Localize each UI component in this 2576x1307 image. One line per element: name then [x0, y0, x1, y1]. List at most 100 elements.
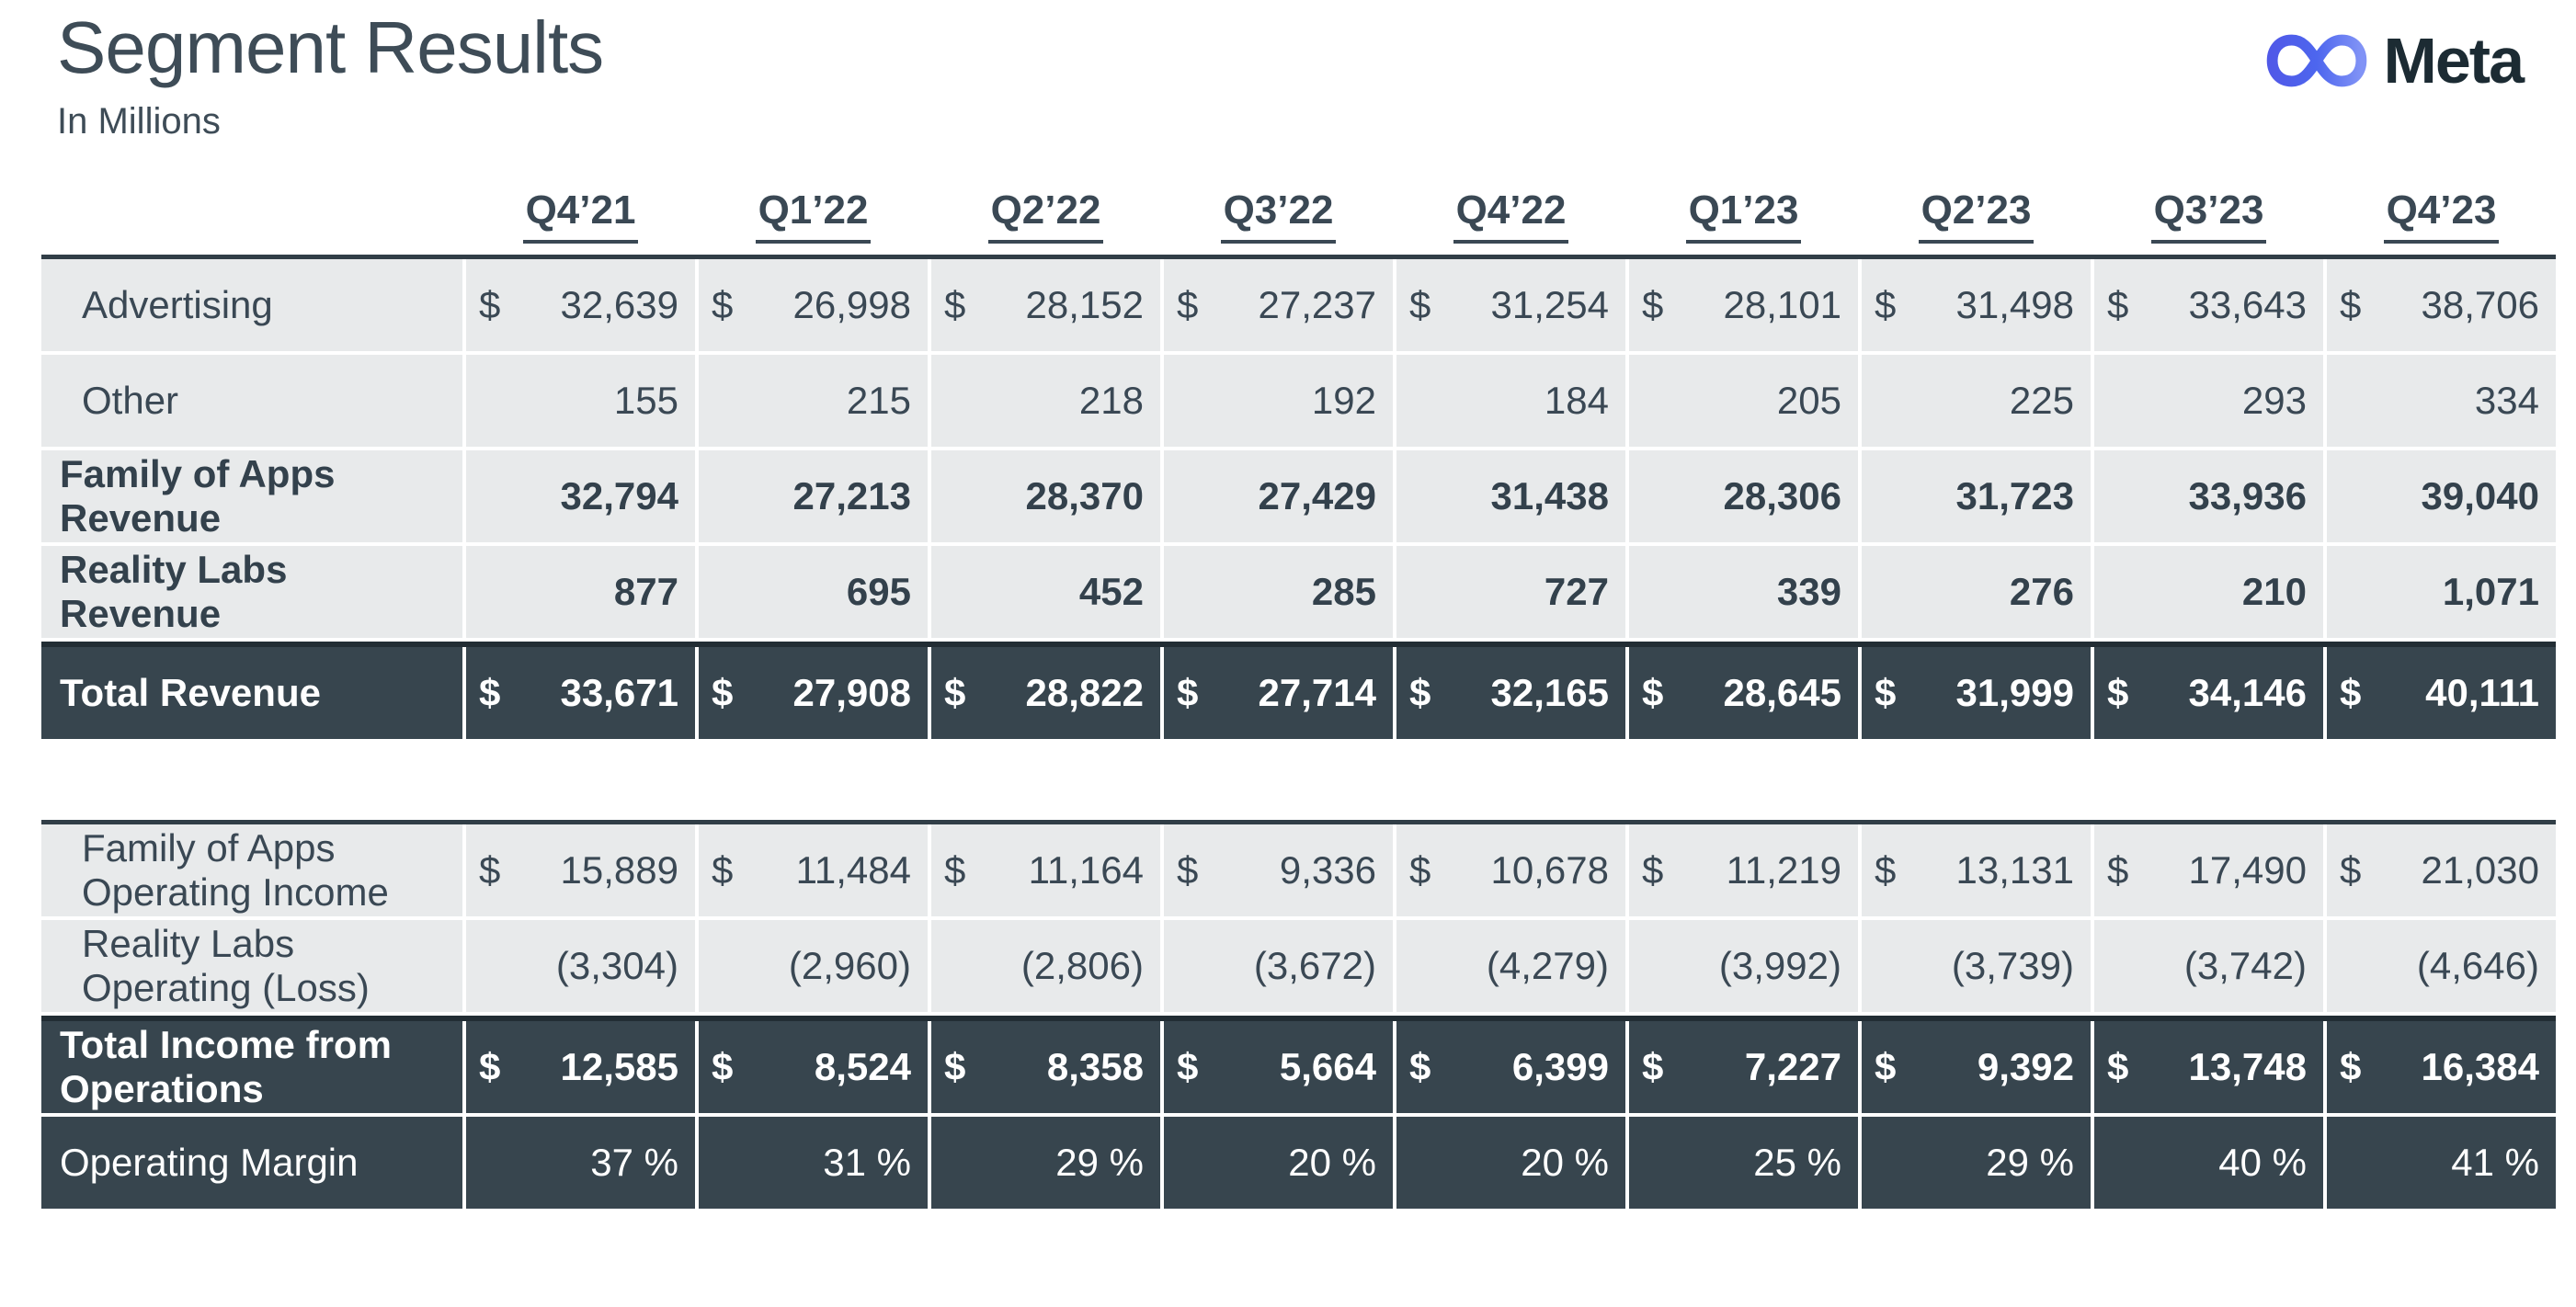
dollar-sign: $: [1875, 670, 1897, 714]
segment-results-sheet: Q4’21 Q1’22 Q2’22 Q3’22 Q4’22 Q1’23 Q2’23 Q3’23…: [41, 188, 2556, 1209]
cell-value: 8,524: [814, 1044, 911, 1088]
value-cell: 334: [2327, 355, 2556, 447]
row-label: Reality Labs Operating (Loss): [41, 920, 462, 1012]
dollar-sign: $: [1875, 1044, 1897, 1088]
cell-value: 215: [846, 378, 911, 422]
value-cell: 33,936: [2094, 450, 2323, 542]
column-header: Q4’22: [1396, 188, 1625, 244]
value-cell: 225: [1862, 355, 2091, 447]
cell-value: 38,706: [2421, 282, 2539, 326]
value-cell: $13,748: [2094, 1021, 2323, 1113]
value-cell: $31,498: [1862, 259, 2091, 351]
value-cell: 218: [931, 355, 1160, 447]
value-cell: (2,960): [699, 920, 928, 1012]
value-cell: 276: [1862, 546, 2091, 638]
cell-value: 12,585: [560, 1044, 678, 1088]
column-header-label: Q4’23: [2383, 188, 2500, 244]
cell-value: (4,279): [1486, 943, 1609, 987]
value-cell: (4,646): [2327, 920, 2556, 1012]
cell-value: 28,370: [1025, 473, 1144, 517]
cell-value: 20 %: [1288, 1140, 1376, 1184]
value-cell: $31,254: [1396, 259, 1625, 351]
dollar-sign: $: [944, 1044, 966, 1088]
cell-value: 339: [1776, 569, 1841, 613]
value-cell: $31,999: [1862, 647, 2091, 739]
page-title: Segment Results: [57, 6, 604, 88]
dollar-sign: $: [944, 282, 966, 326]
dollar-sign: $: [712, 282, 734, 326]
cell-value: 877: [613, 569, 678, 613]
total-row-top-rule: [41, 642, 2556, 647]
row-label: Total Revenue: [41, 647, 462, 739]
cell-value: 21,030: [2421, 847, 2539, 892]
table-gap: [41, 739, 2556, 820]
cell-value: 8,358: [1046, 1044, 1144, 1088]
dollar-sign: $: [1642, 847, 1664, 892]
value-cell: 285: [1164, 546, 1393, 638]
value-cell: 20 %: [1164, 1117, 1393, 1209]
dollar-sign: $: [479, 847, 501, 892]
cell-value: 210: [2241, 569, 2307, 613]
value-cell: $16,384: [2327, 1021, 2556, 1113]
column-header-label: Q2’23: [1918, 188, 2035, 244]
value-cell: $27,237: [1164, 259, 1393, 351]
value-cell: $6,399: [1396, 1021, 1625, 1113]
value-cell: 41 %: [2327, 1117, 2556, 1209]
value-cell: 452: [931, 546, 1160, 638]
cell-value: 29 %: [1055, 1140, 1144, 1184]
cell-value: 7,227: [1744, 1044, 1841, 1088]
cell-value: 11,219: [1726, 847, 1841, 892]
cell-value: 33,936: [2188, 473, 2307, 517]
cell-value: (3,992): [1718, 943, 1841, 987]
cell-value: (2,960): [788, 943, 911, 987]
column-header: Q4’23: [2327, 188, 2556, 244]
value-cell: $38,706: [2327, 259, 2556, 351]
table-row: Family of Apps Operating Income $15,889 $1…: [41, 824, 2556, 916]
value-cell: $26,998: [699, 259, 928, 351]
cell-value: 31,999: [1955, 670, 2074, 714]
value-cell: 31,723: [1862, 450, 2091, 542]
row-label: Total Income from Operations: [41, 1021, 462, 1113]
cell-value: 695: [846, 569, 911, 613]
dollar-sign: $: [1875, 847, 1897, 892]
revenue-table: Advertising $32,639 $26,998 $28,152 $27,237 $…: [41, 259, 2556, 739]
value-cell: $33,643: [2094, 259, 2323, 351]
value-cell: $40,111: [2327, 647, 2556, 739]
cell-value: 29 %: [1986, 1140, 2074, 1184]
value-cell: 28,370: [931, 450, 1160, 542]
table-row: Other 155 215 218 192 184 205 225 293 334: [41, 355, 2556, 447]
value-cell: $8,524: [699, 1021, 928, 1113]
value-cell: 25 %: [1629, 1117, 1858, 1209]
cell-value: 13,131: [1955, 847, 2074, 892]
value-cell: $7,227: [1629, 1021, 1858, 1113]
cell-value: (2,806): [1020, 943, 1144, 987]
row-label: Operating Margin: [41, 1117, 462, 1209]
dollar-sign: $: [1642, 282, 1664, 326]
row-label: Other: [41, 355, 462, 447]
cell-value: 276: [2009, 569, 2074, 613]
cell-value: 205: [1776, 378, 1841, 422]
dollar-sign: $: [944, 670, 966, 714]
value-cell: 210: [2094, 546, 2323, 638]
meta-wordmark: Meta: [2383, 25, 2525, 97]
value-cell: $32,165: [1396, 647, 1625, 739]
dollar-sign: $: [1177, 670, 1199, 714]
row-label: Reality Labs Revenue: [41, 546, 462, 638]
operating-table: Family of Apps Operating Income $15,889 $1…: [41, 824, 2556, 1209]
column-header: Q1’22: [699, 188, 928, 244]
cell-value: 32,165: [1490, 670, 1609, 714]
cell-value: 9,336: [1279, 847, 1376, 892]
value-cell: $28,645: [1629, 647, 1858, 739]
value-cell: $21,030: [2327, 824, 2556, 916]
cell-value: 11,164: [1028, 847, 1144, 892]
cell-value: 452: [1078, 569, 1144, 613]
dollar-sign: $: [479, 1044, 501, 1088]
value-cell: (2,806): [931, 920, 1160, 1012]
value-cell: $15,889: [466, 824, 695, 916]
dollar-sign: $: [1409, 847, 1431, 892]
dollar-sign: $: [712, 670, 734, 714]
value-cell: $11,219: [1629, 824, 1858, 916]
value-cell: 339: [1629, 546, 1858, 638]
cell-value: 40 %: [2218, 1140, 2307, 1184]
revenue-table-top-rule: [41, 255, 2556, 259]
